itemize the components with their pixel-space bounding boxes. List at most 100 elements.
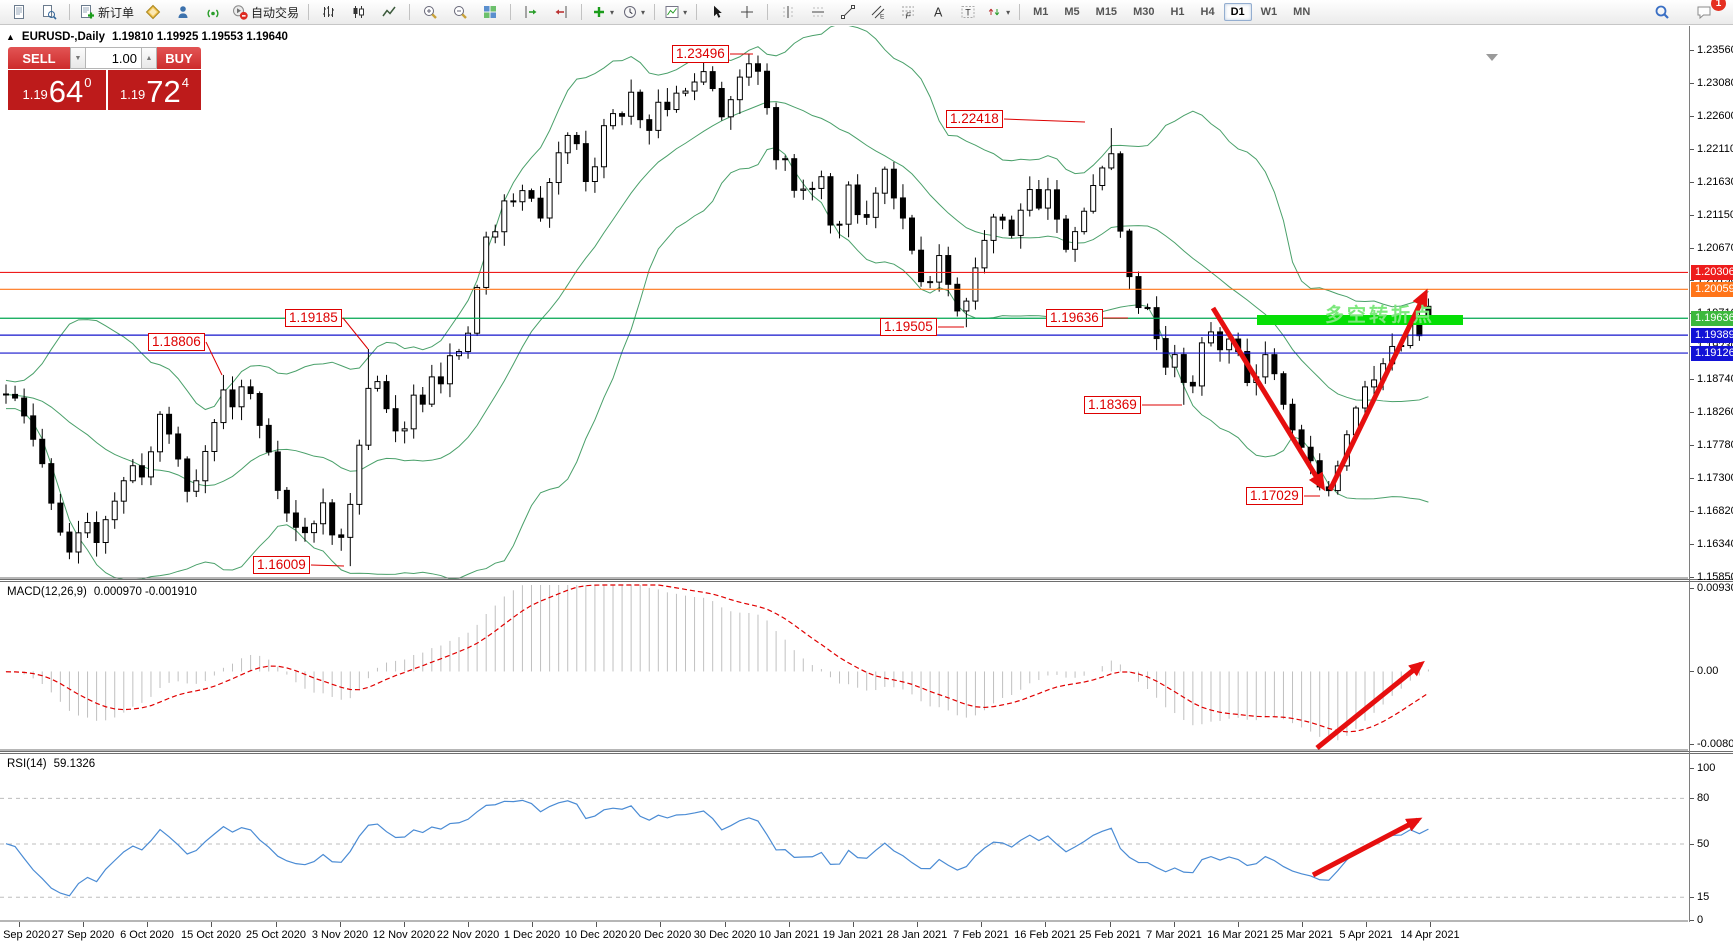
textA-icon: A	[934, 6, 943, 20]
ohlc-values: 1.19810 1.19925 1.19553 1.19640	[112, 31, 288, 43]
time-axis-label: 22 Nov 2020	[436, 929, 500, 941]
timeframe-group: M1 M5 M15 M30 H1 H4 D1 W1 MN	[1025, 0, 1318, 24]
trendline-button[interactable]	[833, 1, 863, 24]
zoom-out-button[interactable]	[445, 1, 475, 24]
plus-icon	[594, 7, 605, 17]
bar-chart-button[interactable]	[314, 1, 344, 24]
new-chart-button[interactable]	[4, 1, 34, 24]
price-axis-tick: 1.23080	[1697, 76, 1733, 89]
channel-button[interactable]: E	[863, 1, 893, 24]
time-axis-label: 1 Dec 2020	[503, 929, 561, 941]
panel-separator[interactable]	[0, 579, 1733, 582]
new-order-button[interactable]: 新订单	[75, 1, 138, 24]
volume-increase-button[interactable]: ▲	[141, 47, 157, 69]
horizontal-line-button[interactable]	[803, 1, 833, 24]
autotrade-icon	[233, 5, 248, 20]
one-click-collapse-icon[interactable]: ▲	[6, 32, 15, 42]
price-axis-tick: 1.20670	[1697, 241, 1733, 254]
price-axis-tick: 1.16340	[1697, 537, 1733, 550]
svg-text:T: T	[965, 8, 971, 18]
price-axis-tick: 1.17300	[1697, 471, 1733, 484]
toolbar-group: ▾	[660, 0, 691, 24]
signals-button[interactable]	[198, 1, 228, 24]
main-price-chart[interactable]	[0, 26, 1688, 579]
notifications-button[interactable]: 1	[1689, 0, 1726, 24]
time-axis-label: 28 Jan 2021	[886, 929, 948, 941]
vertical-line-button[interactable]	[773, 1, 803, 24]
scroll-icon	[555, 6, 567, 18]
zoom-in-icon	[424, 6, 437, 19]
time-axis-label: 27 Sep 2020	[51, 929, 115, 941]
time-axis-label: 16 Mar 2021	[1207, 929, 1269, 941]
crosshair-button[interactable]	[732, 1, 762, 24]
volume-input[interactable]	[86, 47, 141, 69]
rsi-label: RSI(14) 59.1326	[7, 758, 95, 770]
bars-icon	[323, 6, 335, 17]
timeframe-m30-button[interactable]: M30	[1133, 6, 1155, 18]
zoom-in-button[interactable]	[415, 1, 445, 24]
market-watch-button[interactable]	[138, 1, 168, 24]
arrows-icon	[988, 8, 1000, 16]
rsi-axis-tick: 0	[1697, 914, 1704, 926]
periods-button[interactable]: ▾	[618, 1, 649, 24]
buy-price-box[interactable]: 1.19 72 4	[108, 70, 201, 110]
rsi-subchart[interactable]	[0, 754, 1688, 922]
price-axis-tick: 1.21150	[1697, 208, 1733, 221]
templates-button[interactable]: ▾	[660, 1, 691, 24]
macd-subchart[interactable]	[0, 582, 1688, 751]
timeframe-h4-button[interactable]: H4	[1200, 6, 1215, 18]
toolbar-separator	[654, 4, 656, 20]
timeframe-d1-button[interactable]: D1	[1223, 3, 1252, 21]
timeframe-w1-button[interactable]: W1	[1260, 6, 1278, 18]
search-button[interactable]	[1647, 1, 1677, 24]
cursor-button[interactable]	[702, 1, 732, 24]
svg-text:E: E	[880, 14, 885, 21]
time-axis-label: 16 Feb 2021	[1014, 929, 1076, 941]
toolbar-separator	[767, 4, 769, 20]
toolbar-group: E F A T ▾	[773, 0, 1014, 24]
timeframe-mn-button[interactable]: MN	[1293, 6, 1311, 18]
timeframe-m1-button[interactable]: M1	[1033, 6, 1049, 18]
timeframe-m15-button[interactable]: M15	[1095, 6, 1118, 18]
candlestick-chart-button[interactable]	[344, 1, 374, 24]
auto-scroll-button[interactable]	[546, 1, 576, 24]
time-axis-label: 10 Jan 2021	[758, 929, 820, 941]
macd-axis-tick: 0.009301	[1697, 582, 1733, 594]
rsi-axis-tick: 80	[1697, 792, 1710, 805]
toolbar-group	[415, 0, 505, 24]
arrows-button[interactable]: ▾	[983, 1, 1014, 24]
trend-icon	[841, 5, 856, 19]
sell-button[interactable]: SELL	[8, 47, 70, 69]
panel-separator[interactable]	[0, 751, 1733, 754]
macd-title: MACD(12,26,9)	[7, 586, 87, 598]
time-axis-label: 7 Feb 2021	[953, 929, 1009, 941]
line-chart-button[interactable]	[374, 1, 404, 24]
toolbar: 新订单 自动交易 ▾ ▾ ▾ E F A T ▾ M1 M5 M15 M30 H1 H4 D1 W1 MN 1	[0, 0, 1733, 25]
clock-icon	[624, 6, 637, 18]
price-level-marker: 1.19636	[1691, 311, 1733, 327]
buy-button[interactable]: BUY	[157, 47, 201, 69]
text-button[interactable]: A	[923, 1, 953, 24]
autotrading-button[interactable]: 自动交易	[228, 1, 303, 24]
data-window-button[interactable]	[168, 1, 198, 24]
rsi-axis-tick: 15	[1697, 891, 1710, 904]
doc-icon	[14, 5, 24, 19]
hline-icon	[812, 7, 825, 17]
tile-windows-button[interactable]	[475, 1, 505, 24]
timeframe-h1-button[interactable]: H1	[1170, 6, 1185, 18]
timeframe-m5-button[interactable]: M5	[1064, 6, 1080, 18]
rsi-axis-tick: 100	[1697, 762, 1716, 774]
text-label-button[interactable]: T	[953, 1, 983, 24]
add-indicator-button[interactable]: ▾	[587, 1, 618, 24]
fibonacci-button[interactable]: F	[893, 1, 923, 24]
tiles-icon	[484, 6, 497, 18]
chart-shift-button[interactable]	[516, 1, 546, 24]
svg-text:F: F	[906, 11, 912, 21]
sell-price-box[interactable]: 1.19 64 0	[8, 70, 106, 110]
cursor-icon	[714, 5, 722, 18]
one-click-trading-panel: SELL ▼ ▲ BUY 1.19 64 0 1.19 72 4	[8, 47, 201, 110]
profiles-button[interactable]	[34, 1, 64, 24]
volume-decrease-button[interactable]: ▼	[70, 47, 86, 69]
